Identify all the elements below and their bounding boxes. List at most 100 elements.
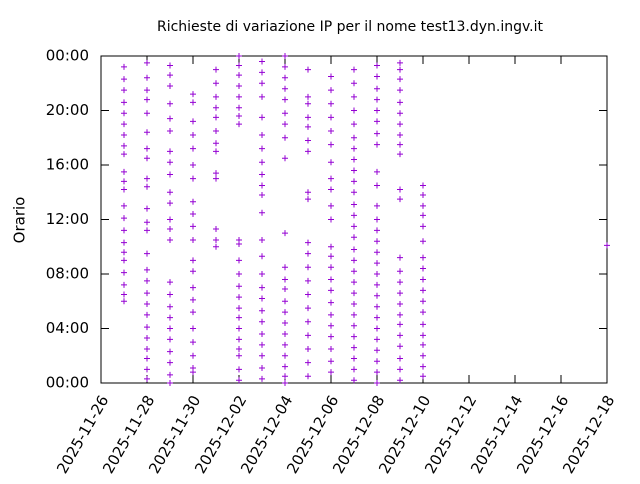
point [397,300,403,307]
point [397,66,403,73]
point [420,238,426,245]
point [420,254,426,261]
point [236,294,242,301]
point [259,114,265,121]
point [420,202,426,209]
point [397,377,403,384]
point [282,276,288,283]
y-tick-label: 00:00 [46,374,89,392]
point [236,104,242,111]
point [213,226,219,233]
point [328,287,334,294]
point [213,170,219,177]
point [259,80,265,87]
point [236,53,242,59]
point [328,100,334,107]
point [259,295,265,302]
point [282,298,288,305]
point [351,145,357,152]
point [328,345,334,352]
point [374,130,380,137]
point [397,186,403,193]
point [305,189,311,196]
point [259,375,265,382]
point [236,314,242,321]
point [144,96,150,103]
point [213,114,219,121]
point [351,201,357,208]
point [397,268,403,275]
point [305,359,311,366]
point [144,250,150,257]
point [167,62,173,69]
point [213,127,219,134]
point [351,93,357,100]
point [121,202,127,209]
point [167,371,173,378]
point [397,343,403,350]
point [259,58,265,65]
point [604,242,610,249]
point [236,112,242,119]
point [121,87,127,94]
point [351,121,357,128]
point [190,257,196,264]
point [374,380,380,386]
point [190,309,196,316]
point [351,178,357,185]
point [305,264,311,271]
point [282,309,288,316]
point [397,87,403,94]
point [420,373,426,380]
point [190,99,196,106]
point [374,281,380,288]
chart-title: Richieste di variazione IP per il nome t… [157,19,544,35]
point [167,325,173,332]
point [259,159,265,166]
point [167,127,173,134]
point [397,332,403,339]
point [397,141,403,148]
point [282,121,288,128]
point [236,257,242,264]
point [374,347,380,354]
point [213,243,219,250]
point [259,330,265,337]
point [144,366,150,373]
point [397,151,403,158]
point [328,175,334,182]
point [305,332,311,339]
point [420,287,426,294]
point [121,291,127,298]
y-axis-label: Orario [11,197,29,244]
point [305,66,311,73]
point [121,168,127,175]
point [282,74,288,81]
point [236,377,242,384]
point [328,114,334,121]
point [236,336,242,343]
point [420,265,426,272]
point [213,66,219,73]
point [167,236,173,243]
point [190,352,196,359]
point [259,171,265,178]
point [397,355,403,362]
point [374,73,380,80]
point [213,80,219,87]
point [351,377,357,384]
point [259,318,265,325]
point [305,250,311,257]
point [144,277,150,284]
point [259,132,265,139]
point [167,115,173,122]
point [397,110,403,117]
point [121,121,127,128]
point [328,276,334,283]
point [167,314,173,321]
point [305,137,311,144]
y-tick-label: 12:00 [46,210,89,228]
point [374,314,380,321]
point [144,324,150,331]
point [213,104,219,111]
